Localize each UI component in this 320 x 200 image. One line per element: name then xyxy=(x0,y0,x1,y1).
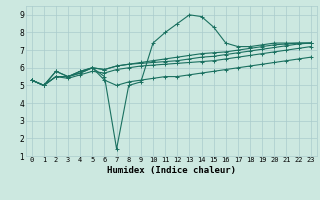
X-axis label: Humidex (Indice chaleur): Humidex (Indice chaleur) xyxy=(107,166,236,175)
